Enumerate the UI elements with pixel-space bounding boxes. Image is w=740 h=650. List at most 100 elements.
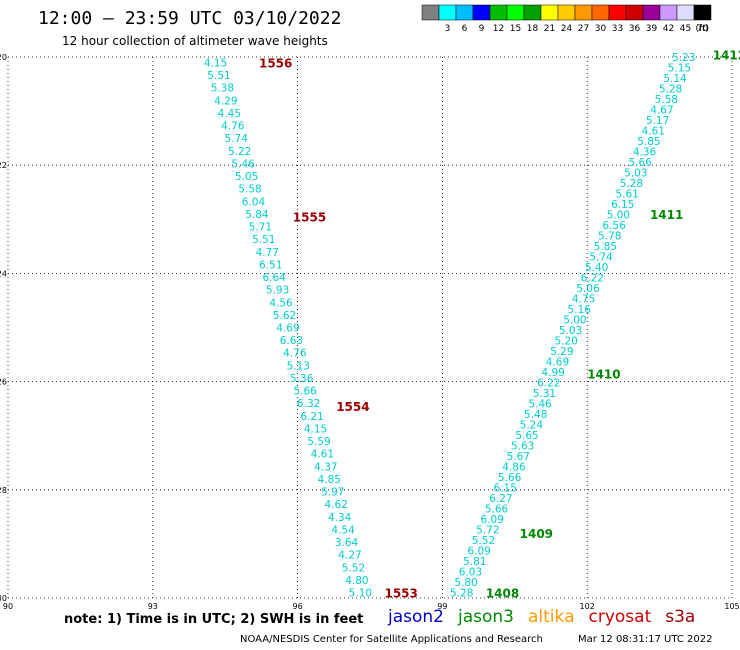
wave-height-value: 6.64	[262, 272, 286, 284]
colorbar-label: 24	[561, 24, 573, 34]
wave-height-value: 5.31	[533, 388, 556, 400]
colorbar-unit: (ft)	[695, 24, 709, 34]
colorbar-label: 45	[680, 24, 691, 34]
wave-height-value: 5.65	[515, 430, 538, 442]
wave-height-value: 4.69	[546, 357, 569, 369]
wave-height-value: 4.76	[221, 121, 245, 133]
wave-height-map: 90939699102105-20-22-24-26-28-304.155.51…	[0, 48, 740, 610]
wave-height-value: 4.15	[204, 57, 227, 69]
wave-height-value: 5.13	[287, 360, 310, 372]
wave-height-value: 5.23	[672, 52, 695, 64]
wave-height-value: 6.63	[280, 335, 303, 347]
map-title: 12:00 – 23:59 UTC 03/10/2022	[38, 8, 342, 29]
wave-height-value: 5.03	[559, 325, 582, 337]
wave-height-value: 5.48	[524, 409, 547, 421]
y-tick-label: -20	[0, 53, 7, 62]
wave-height-value: 5.52	[472, 535, 495, 547]
wave-height-value: 4.45	[218, 108, 241, 120]
wave-height-value: 6.22	[581, 273, 604, 285]
legend-item-s3a: s3a	[665, 607, 696, 627]
wave-height-value: 4.61	[642, 126, 665, 138]
wave-height-value: 5.28	[620, 178, 643, 190]
wave-height-value: 5.15	[668, 63, 691, 75]
wave-height-value: 5.28	[450, 588, 473, 600]
wave-height-value: 5.58	[238, 184, 261, 196]
wave-height-value: 4.54	[331, 524, 355, 536]
wave-height-value: 4.67	[650, 105, 673, 117]
colorbar-label: 39	[646, 24, 658, 34]
wave-height-value: 5.66	[485, 504, 509, 516]
legend-item-jason2: jason2	[388, 607, 444, 627]
pass-time-label: 1411	[650, 208, 683, 222]
wave-height-value: 5.62	[273, 310, 296, 322]
wave-height-value: 5.17	[646, 115, 669, 127]
wave-height-value: 5.51	[252, 234, 275, 246]
wave-height-value: 5.84	[245, 209, 269, 221]
colorbar-label: 18	[527, 24, 539, 34]
wave-height-value: 3.64	[335, 537, 359, 549]
wave-height-value: 4.37	[314, 461, 337, 473]
wave-height-value: 5.28	[659, 84, 682, 96]
x-tick-label: 96	[293, 602, 303, 610]
legend-item-altika: altika	[528, 607, 575, 627]
pass-time-label: 1554	[336, 400, 369, 414]
wave-height-value: 4.61	[311, 449, 334, 461]
wave-height-value: 5.81	[463, 556, 486, 568]
colorbar-label: 42	[663, 24, 674, 34]
wave-height-value: 5.59	[307, 436, 330, 448]
wave-height-value: 6.27	[489, 493, 512, 505]
pass-time-label: 1412	[713, 48, 740, 62]
wave-height-value: 5.00	[607, 210, 630, 222]
wave-height-value: 4.77	[256, 247, 279, 259]
y-tick-label: -28	[0, 486, 7, 495]
wave-height-value: 5.36	[290, 373, 314, 385]
wave-height-value: 4.69	[276, 323, 299, 335]
wave-height-value: 5.46	[231, 158, 255, 170]
wave-height-value: 4.34	[328, 512, 352, 524]
wave-height-value: 6.03	[459, 567, 482, 579]
colorbar-label: 36	[629, 24, 641, 34]
wave-height-value: 4.76	[283, 348, 307, 360]
pass-time-label: 1553	[384, 587, 417, 601]
wave-height-value: 5.97	[321, 487, 344, 499]
colorbar-label: 70	[697, 24, 709, 34]
wave-height-value: 5.66	[498, 472, 522, 484]
wave-height-value: 4.62	[325, 499, 348, 511]
colorbar-swatch	[693, 4, 712, 21]
color-scale-bar: 3 6 9 12 15 18 21 24 27 30 33 36 39 42 45 70(ft)	[421, 4, 712, 34]
x-tick-label: 99	[437, 602, 447, 610]
map-subtitle: 12 hour collection of altimeter wave hei…	[62, 34, 328, 48]
pass-time-label: 1408	[486, 587, 519, 601]
wave-height-value: 5.24	[520, 420, 544, 432]
wave-height-value: 5.72	[476, 525, 499, 537]
wave-height-value: 5.63	[511, 441, 534, 453]
wave-height-value: 6.56	[602, 220, 626, 232]
colorbar-label: 12	[493, 24, 504, 34]
wave-height-value: 5.40	[585, 262, 608, 274]
wave-height-value: 5.85	[594, 241, 617, 253]
satellite-legend: jason2 jason3 altika cryosat s3a	[388, 607, 709, 627]
y-tick-label: -22	[0, 161, 7, 170]
colorbar-label: 21	[544, 24, 555, 34]
colorbar-label: 6	[462, 24, 468, 34]
x-tick-label: 105	[724, 602, 739, 610]
wave-height-value: 5.66	[629, 157, 653, 169]
x-tick-label: 90	[3, 602, 13, 610]
colorbar-label: 3	[445, 24, 451, 34]
wave-height-value: 5.29	[550, 346, 573, 358]
wave-height-value: 5.93	[266, 285, 289, 297]
wave-height-value: 5.06	[576, 283, 600, 295]
wave-height-value: 5.80	[454, 577, 477, 589]
wave-height-value: 5.67	[507, 451, 530, 463]
colorbar-label: 33	[612, 24, 623, 34]
wave-height-value: 4.80	[345, 575, 368, 587]
wave-height-value: 5.61	[615, 189, 638, 201]
wave-height-value: 6.51	[259, 259, 282, 271]
y-tick-label: -26	[0, 378, 7, 387]
credit-text: NOAA/NESDIS Center for Satellite Applica…	[240, 634, 543, 645]
wave-height-value: 5.05	[235, 171, 258, 183]
colorbar-label: 27	[578, 24, 589, 34]
wave-height-value: 5.46	[528, 399, 552, 411]
y-tick-label: -24	[0, 269, 7, 278]
wave-height-value: 6.04	[242, 196, 266, 208]
